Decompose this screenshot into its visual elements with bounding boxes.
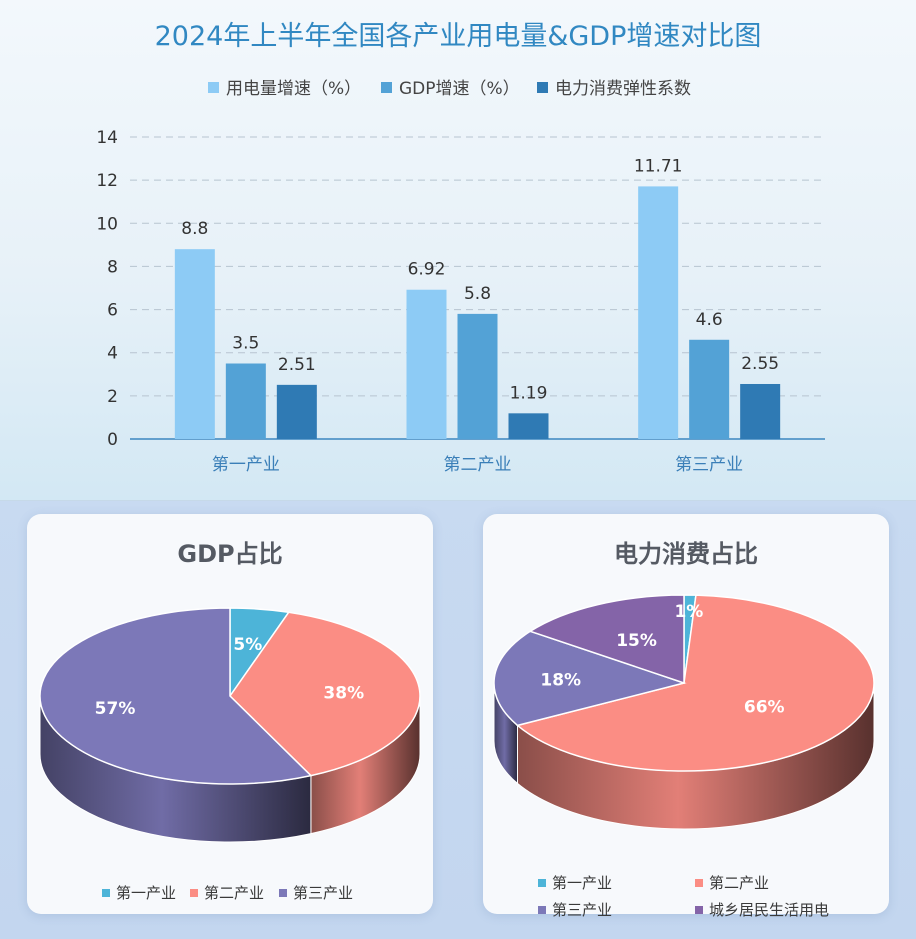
legend-item: 第二产业: [190, 882, 264, 903]
bars: [174, 186, 781, 439]
bar-0-1: [225, 363, 266, 439]
pie-top: [493, 594, 875, 772]
x-tick-label: 第一产业: [212, 455, 280, 475]
y-tick-label: 2: [107, 387, 118, 407]
power-pie-title: 电力消费占比: [614, 540, 758, 568]
data-label: 1.19: [510, 383, 548, 403]
data-labels: 8.8 3.5 2.51 6.92 5.8 1.19 11.71 4.6 2.55: [181, 156, 779, 403]
legend-swatch: [695, 905, 703, 914]
bar-chart: 2024年上半年全国各产业用电量&GDP增速对比图 用电量增速（%） GDP增速（…: [96, 21, 825, 475]
data-label: 3.5: [232, 334, 259, 354]
legend-item: 第一产业: [102, 882, 176, 903]
y-tick-label: 4: [107, 344, 118, 364]
y-tick-label: 12: [96, 171, 118, 191]
data-label: 2.51: [278, 355, 316, 375]
pie-value-label: 18%: [540, 670, 581, 690]
legend-swatch: [537, 82, 548, 93]
pie-value-label: 66%: [744, 698, 785, 718]
chart-title: 2024年上半年全国各产业用电量&GDP增速对比图: [155, 21, 762, 52]
legend-label: 电力消费弹性系数: [555, 79, 691, 99]
pie-value-label: 5%: [233, 635, 262, 655]
legend-item: 第三产业: [279, 882, 353, 903]
power-pie-chart: 1% 66% 18% 15%: [493, 594, 875, 830]
data-label: 6.92: [408, 260, 446, 280]
legend-swatch: [102, 888, 110, 897]
pie-side-walls: [39, 695, 421, 843]
bar-0-2: [276, 384, 317, 439]
y-tick-label: 10: [96, 214, 118, 234]
pie-value-labels: 1% 66% 18% 15%: [540, 602, 784, 718]
legend-label: 第三产业: [552, 901, 613, 919]
data-label: 4.6: [696, 310, 723, 330]
pie-slice-2: [39, 607, 313, 785]
bar-chart-panel: 2024年上半年全国各产业用电量&GDP增速对比图 用电量增速（%） GDP增速（…: [0, 0, 916, 501]
legend-swatch: [538, 905, 546, 914]
pie-slice-1: [515, 594, 875, 772]
legend-label: 第一产业: [116, 884, 177, 902]
legend-swatch: [381, 82, 392, 93]
data-label: 2.55: [741, 354, 779, 374]
pie-value-labels: 5% 38% 57%: [95, 635, 364, 719]
y-axis-ticks: 0 2 4 6 8 10 12 14: [96, 128, 118, 450]
x-tick-label: 第三产业: [675, 455, 743, 475]
legend-swatch: [279, 888, 287, 897]
data-label: 5.8: [464, 284, 491, 304]
legend-item: 第二产业: [695, 872, 769, 893]
y-tick-label: 6: [107, 301, 118, 321]
x-tick-label: 第二产业: [444, 455, 512, 475]
legend-item: 第三产业: [538, 899, 612, 920]
legend-swatch: [190, 888, 198, 897]
pie-value-label: 57%: [95, 699, 136, 719]
legend-label: 第二产业: [204, 884, 265, 902]
pie-value-label: 1%: [674, 602, 703, 622]
legend-swatch: [695, 878, 703, 887]
pie-slice-2: [493, 630, 687, 727]
bar-2-2: [740, 383, 781, 439]
bar-legend: 用电量增速（%） GDP增速（%） 电力消费弹性系数: [208, 79, 691, 99]
legend-label: 第一产业: [552, 874, 613, 892]
pie-slice-3: [528, 594, 685, 685]
power-share-card: 电力消费占比 1% 66% 18% 15% 第一产业 第二产业第三产业 城乡居民生活用电: [483, 514, 889, 919]
legend-label: 用电量增速（%）: [226, 79, 361, 99]
pie-slice-1: [229, 611, 421, 777]
bar-1-0: [406, 289, 447, 439]
data-label: 8.8: [181, 219, 208, 239]
bar-2-1: [689, 339, 730, 439]
legend-label: 第三产业: [293, 884, 354, 902]
gdp-share-card: GDP占比 5% 38% 57% 第一产业 第二产业 第三产业: [27, 514, 433, 914]
legend-item: 第一产业: [538, 872, 612, 893]
legend-label: GDP增速（%）: [399, 79, 520, 99]
pie-value-label: 15%: [616, 631, 657, 651]
x-axis-ticks: 第一产业 第二产业 第三产业: [212, 455, 743, 475]
bar-0-0: [174, 249, 215, 439]
legend-item: 城乡居民生活用电: [695, 899, 829, 920]
legend-swatch: [538, 878, 546, 887]
legend-label: 第二产业: [709, 874, 770, 892]
gdp-pie-title: GDP占比: [177, 540, 283, 568]
pie-top: [39, 607, 421, 785]
y-tick-label: 14: [96, 128, 118, 148]
bar-1-1: [457, 313, 498, 439]
data-label: 11.71: [634, 156, 683, 176]
pie-value-label: 38%: [323, 684, 364, 704]
legend-swatch: [208, 82, 219, 93]
y-tick-label: 0: [107, 430, 118, 450]
bar-1-2: [508, 413, 549, 439]
bar-2-0: [638, 186, 679, 439]
y-tick-label: 8: [107, 257, 118, 277]
gdp-pie-chart: 5% 38% 57%: [39, 607, 421, 843]
legend-label: 城乡居民生活用电: [709, 901, 830, 919]
